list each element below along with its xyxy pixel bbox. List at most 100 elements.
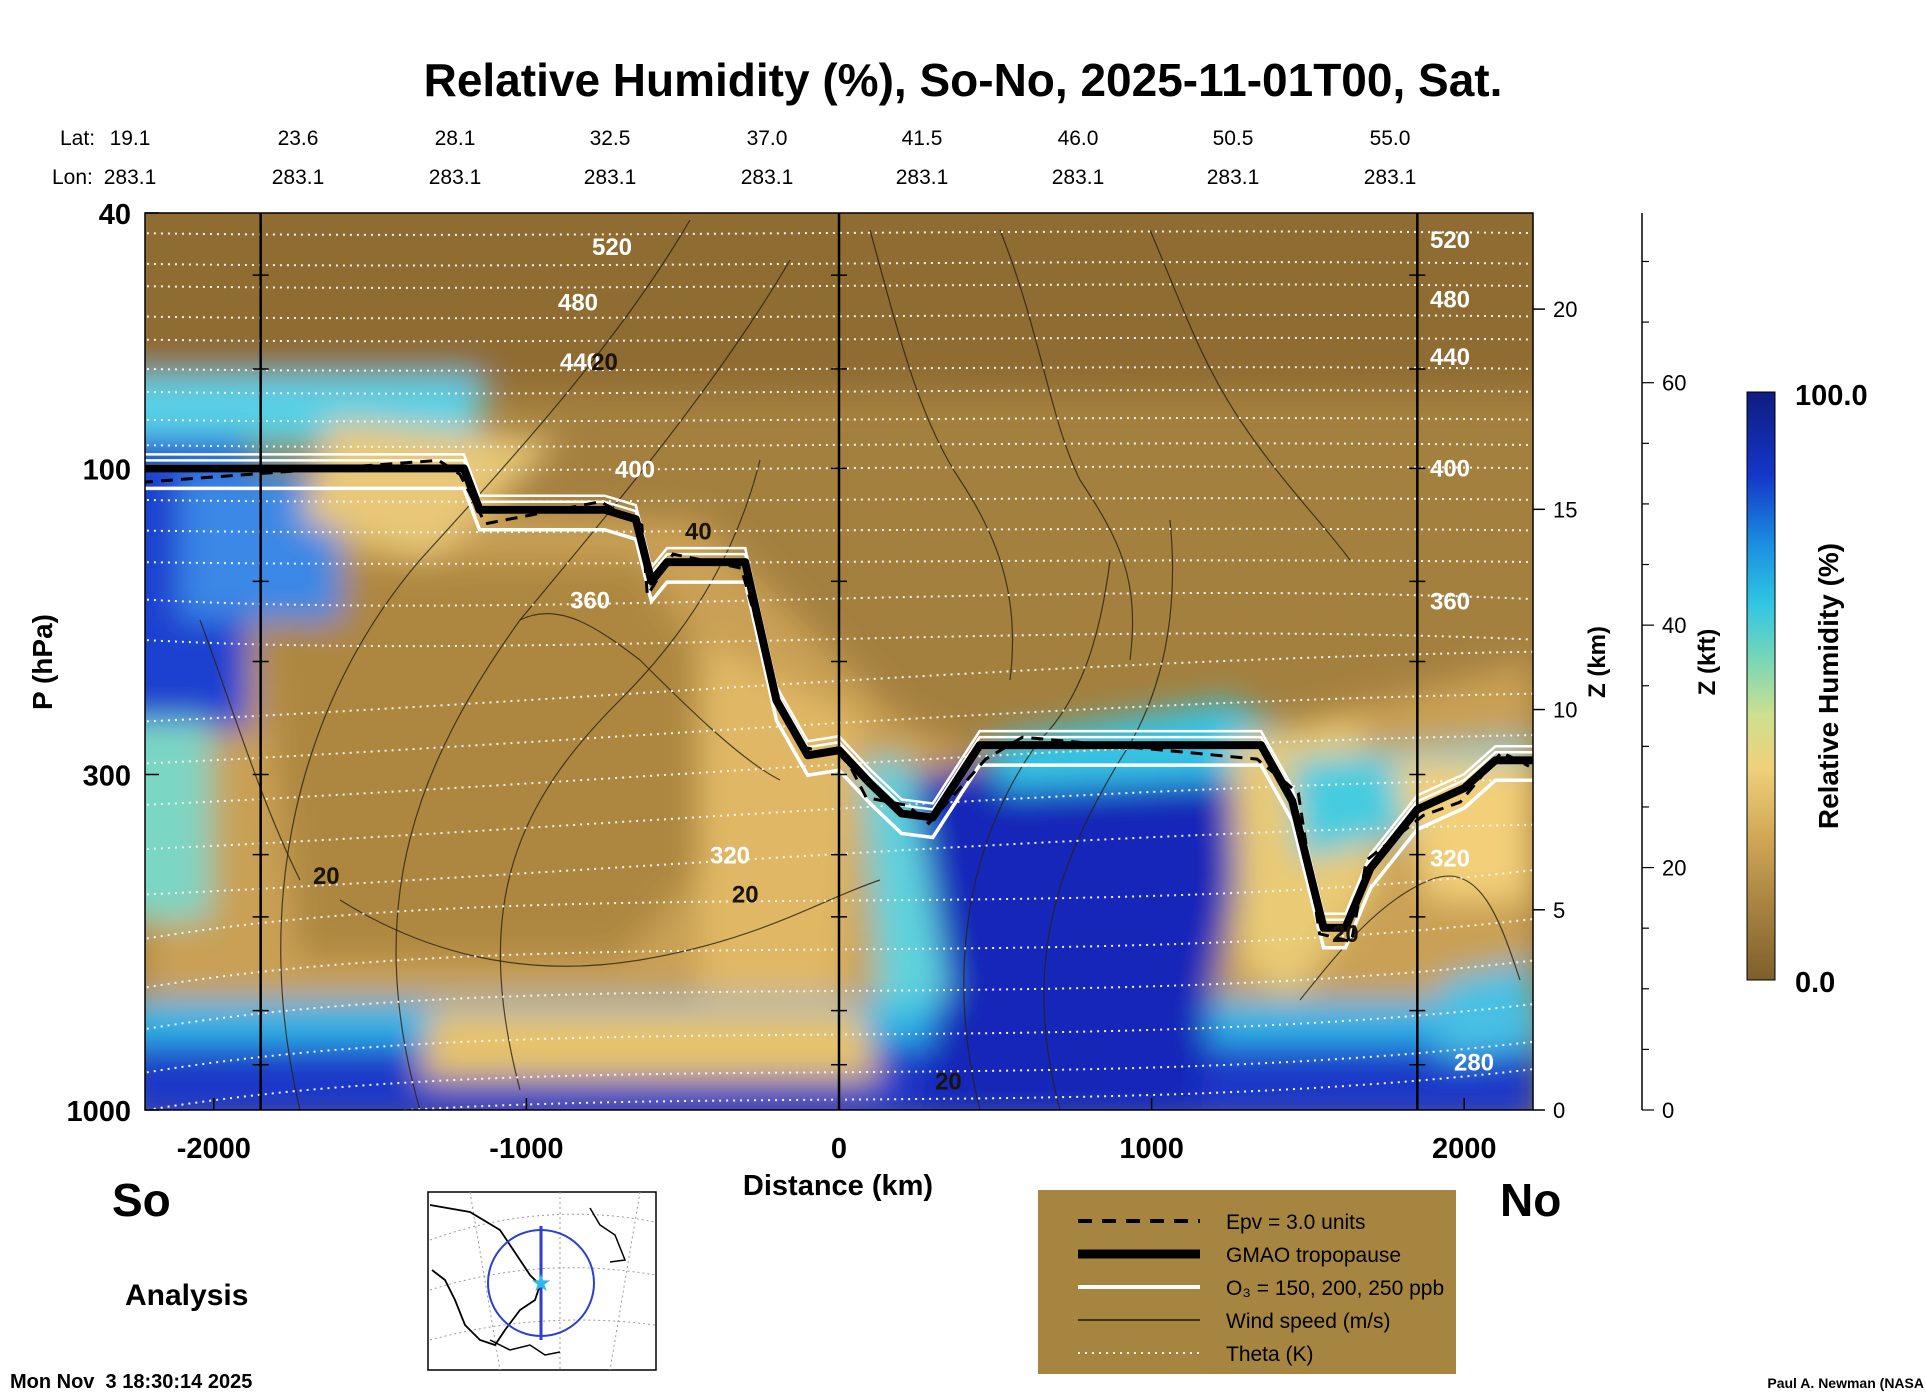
lat-lon-header: Lat: Lon: 19.1 23.6 28.1 32.5 37.0 41.5 46.0 50… — [52, 127, 1416, 189]
theta-label: 400 — [1430, 455, 1470, 482]
lat-label: Lat: — [60, 127, 95, 150]
theta-label: 440 — [1430, 344, 1470, 371]
x-tick-label: 0 — [831, 1133, 847, 1165]
wind-contour — [280, 219, 691, 1110]
theta-contour — [145, 559, 1533, 565]
wind-contour — [339, 879, 881, 967]
colorbar-max-label: 100.0 — [1795, 380, 1868, 412]
z-kft-tick-label: 0 — [1662, 1098, 1674, 1123]
y-tick-label: 100 — [83, 454, 131, 486]
latitude-label: 19.1 — [110, 127, 151, 150]
wind-label: 20 — [1332, 921, 1359, 948]
theta-contour — [145, 366, 1533, 372]
legend-label: Wind speed (m/s) — [1226, 1310, 1391, 1333]
latitude-label: 32.5 — [590, 127, 631, 150]
theta-contour — [145, 442, 1533, 448]
theta-contour — [145, 230, 1533, 236]
tropopause — [145, 464, 1533, 932]
x-axis-label: Distance (km) — [743, 1170, 933, 1202]
wind-contour — [395, 259, 791, 1110]
y-axis: 40 100 300 1000 — [66, 199, 159, 1128]
longitude-label: 283.1 — [584, 166, 637, 189]
legend-label: Epv = 3.0 units — [1226, 1211, 1366, 1234]
wind-contour — [199, 619, 301, 881]
longitude-label: 283.1 — [1207, 166, 1260, 189]
theta-contour — [145, 497, 1533, 503]
latitude-label: 50.5 — [1213, 127, 1254, 150]
longitude-label: 283.1 — [104, 166, 157, 189]
north-label: No — [1500, 1174, 1561, 1226]
inset-star-icon: ★ — [530, 1270, 552, 1297]
latitude-label: 23.6 — [278, 127, 319, 150]
theta-label: 400 — [615, 456, 655, 483]
y-tick-label: 40 — [99, 199, 131, 231]
theta-label: 360 — [570, 587, 610, 614]
lon-label: Lon: — [52, 166, 93, 189]
z-km-tick-label: 20 — [1553, 297, 1577, 322]
analysis-label: Analysis — [125, 1279, 248, 1312]
x-tick-label: 1000 — [1119, 1133, 1184, 1165]
latitude-label: 28.1 — [435, 127, 476, 150]
theta-contour — [145, 313, 1533, 320]
contour-labels: 520 520 480 480 440 440 400 400 360 360 320 320 280 2… — [313, 227, 1494, 1096]
legend-label: Theta (K) — [1226, 1343, 1314, 1366]
chart-title: Relative Humidity (%), So-No, 2025-11-01… — [424, 54, 1503, 106]
x-tick-label: 2000 — [1432, 1133, 1497, 1165]
wind-contour — [519, 612, 781, 781]
z-km-tick-label: 0 — [1553, 1098, 1565, 1123]
wind-contour — [1043, 519, 1174, 1110]
ozone-contour — [145, 453, 1533, 916]
theta-label: 520 — [1430, 227, 1470, 254]
theta-label: 320 — [1430, 846, 1470, 873]
y-tick-label: 1000 — [66, 1096, 131, 1128]
wind-label: 20 — [732, 882, 759, 909]
wind-label: 40 — [685, 519, 712, 546]
z-km-axis: 0 5 10 15 20 — [1533, 297, 1577, 1123]
x-tick-label: -2000 — [177, 1133, 251, 1165]
longitude-label: 283.1 — [429, 166, 482, 189]
theta-contour — [145, 417, 1533, 423]
legend-label: O₃ = 150, 200, 250 ppb — [1226, 1277, 1444, 1300]
z-kft-label: Z (kft) — [1694, 629, 1721, 696]
colorbar-title: Relative Humidity (%) — [1813, 543, 1844, 829]
theta-contour — [145, 632, 1533, 648]
x-axis: -2000 -1000 0 1000 2000 — [177, 1098, 1497, 1165]
legend: Epv = 3.0 units GMAO tropopause O₃ = 150, … — [1038, 1190, 1456, 1374]
wind-contour — [1149, 229, 1351, 561]
theta-label: 480 — [558, 290, 598, 317]
theta-label: 360 — [1430, 588, 1470, 615]
z-kft-axis: 0 20 40 60 — [1641, 213, 1686, 1123]
colorbar — [1746, 391, 1776, 981]
z-kft-tick-label: 20 — [1662, 856, 1686, 881]
theta-contour — [145, 261, 1533, 267]
tropopause-line — [145, 458, 1533, 944]
wind-label: 20 — [591, 349, 618, 376]
colorbar-min-label: 0.0 — [1795, 967, 1835, 999]
theta-contours — [145, 230, 1533, 1110]
south-label: So — [112, 1174, 171, 1226]
wind-label: 20 — [313, 863, 340, 890]
marker-lines — [252, 213, 1426, 1110]
theta-contour — [145, 389, 1533, 395]
theta-contour — [145, 283, 1533, 289]
theta-label: 280 — [1454, 1049, 1494, 1076]
wind-label: 20 — [935, 1069, 962, 1096]
x-tick-label: -1000 — [489, 1133, 563, 1165]
theta-label: 480 — [1430, 287, 1470, 314]
y-axis-label: P (hPa) — [27, 614, 58, 710]
longitude-label: 283.1 — [896, 166, 949, 189]
longitude-label: 283.1 — [1052, 166, 1105, 189]
z-kft-tick-label: 40 — [1662, 613, 1686, 638]
latitude-label: 41.5 — [902, 127, 943, 150]
longitude-label: 283.1 — [1364, 166, 1417, 189]
theta-label: 440 — [560, 349, 600, 376]
theta-contour — [145, 527, 1533, 534]
inset-map: ★ — [427, 1191, 657, 1371]
theta-contour — [145, 465, 1533, 472]
latitude-label: 37.0 — [747, 127, 788, 150]
theta-contour — [145, 336, 1533, 343]
z-km-tick-label: 15 — [1553, 497, 1577, 522]
wind-contour — [869, 229, 1014, 681]
ozone-contour — [145, 486, 1533, 950]
